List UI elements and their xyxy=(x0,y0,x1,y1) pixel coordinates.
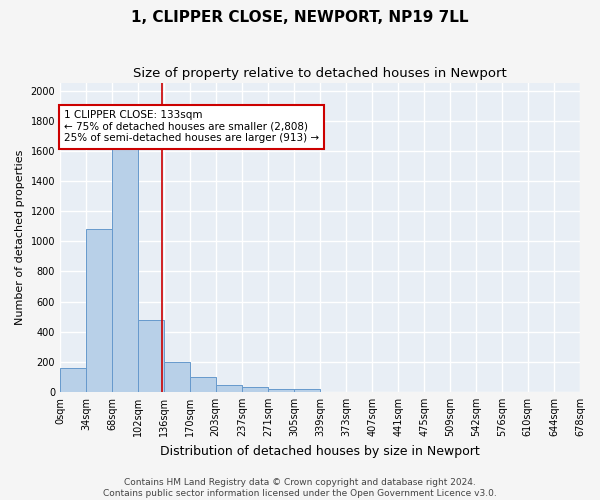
Title: Size of property relative to detached houses in Newport: Size of property relative to detached ho… xyxy=(133,68,507,80)
X-axis label: Distribution of detached houses by size in Newport: Distribution of detached houses by size … xyxy=(160,444,480,458)
Bar xyxy=(216,385,242,392)
Bar xyxy=(268,389,294,392)
Bar xyxy=(294,389,320,392)
Bar xyxy=(242,386,268,392)
Text: 1 CLIPPER CLOSE: 133sqm
← 75% of detached houses are smaller (2,808)
25% of semi: 1 CLIPPER CLOSE: 133sqm ← 75% of detache… xyxy=(64,110,319,144)
Bar xyxy=(86,229,112,392)
Bar xyxy=(60,368,86,392)
Text: 1, CLIPPER CLOSE, NEWPORT, NP19 7LL: 1, CLIPPER CLOSE, NEWPORT, NP19 7LL xyxy=(131,10,469,25)
Bar xyxy=(164,362,190,392)
Bar xyxy=(138,320,164,392)
Bar xyxy=(190,377,216,392)
Bar xyxy=(112,148,138,392)
Y-axis label: Number of detached properties: Number of detached properties xyxy=(15,150,25,325)
Text: Contains HM Land Registry data © Crown copyright and database right 2024.
Contai: Contains HM Land Registry data © Crown c… xyxy=(103,478,497,498)
